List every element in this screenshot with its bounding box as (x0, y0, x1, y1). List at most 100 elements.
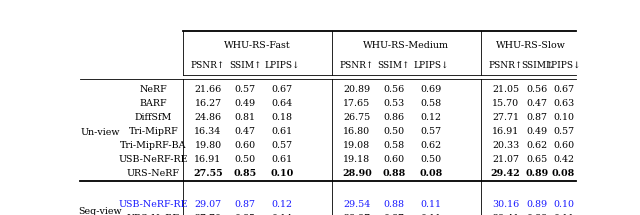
Text: 0.88: 0.88 (383, 200, 404, 209)
Text: Seq-view: Seq-view (78, 207, 122, 215)
Text: USB-NeRF-RE: USB-NeRF-RE (118, 200, 188, 209)
Text: PSNR↑: PSNR↑ (191, 61, 225, 70)
Text: PSNR↑: PSNR↑ (340, 61, 374, 70)
Text: 0.85: 0.85 (235, 214, 256, 215)
Text: 27.55: 27.55 (193, 169, 223, 178)
Text: 0.10: 0.10 (553, 113, 574, 122)
Text: 0.47: 0.47 (527, 99, 548, 108)
Text: 0.10: 0.10 (553, 200, 574, 209)
Text: 0.61: 0.61 (272, 155, 293, 164)
Text: 0.88: 0.88 (382, 169, 406, 178)
Text: WHU-RS-Fast: WHU-RS-Fast (224, 41, 291, 50)
Text: 0.50: 0.50 (235, 155, 256, 164)
Text: 0.65: 0.65 (527, 155, 548, 164)
Text: NeRF: NeRF (140, 85, 167, 94)
Text: Un-view: Un-view (80, 128, 120, 137)
Text: 21.07: 21.07 (492, 155, 519, 164)
Text: 0.58: 0.58 (383, 141, 404, 150)
Text: 0.56: 0.56 (527, 85, 548, 94)
Text: WHU-RS-Slow: WHU-RS-Slow (497, 41, 566, 50)
Text: WHU-RS-Medium: WHU-RS-Medium (364, 41, 449, 50)
Text: 0.63: 0.63 (553, 99, 574, 108)
Text: 28.90: 28.90 (342, 169, 372, 178)
Text: 0.60: 0.60 (235, 141, 256, 150)
Text: 0.87: 0.87 (383, 214, 404, 215)
Text: 26.75: 26.75 (343, 113, 371, 122)
Text: 0.67: 0.67 (272, 85, 293, 94)
Text: LPIPS↓: LPIPS↓ (264, 61, 300, 70)
Text: 0.87: 0.87 (527, 113, 548, 122)
Text: 0.85: 0.85 (234, 169, 257, 178)
Text: 30.16: 30.16 (492, 200, 519, 209)
Text: 0.61: 0.61 (272, 127, 293, 136)
Text: 0.60: 0.60 (383, 155, 404, 164)
Text: 16.91: 16.91 (492, 127, 519, 136)
Text: 0.18: 0.18 (272, 113, 293, 122)
Text: 19.18: 19.18 (343, 155, 371, 164)
Text: 16.27: 16.27 (195, 99, 221, 108)
Text: 0.87: 0.87 (235, 200, 255, 209)
Text: 0.62: 0.62 (527, 141, 548, 150)
Text: 0.08: 0.08 (420, 169, 443, 178)
Text: 27.71: 27.71 (492, 113, 519, 122)
Text: 27.70: 27.70 (195, 214, 221, 215)
Text: 0.58: 0.58 (420, 99, 442, 108)
Text: 20.33: 20.33 (492, 141, 519, 150)
Text: 0.57: 0.57 (553, 127, 574, 136)
Text: 29.54: 29.54 (343, 200, 371, 209)
Text: 0.10: 0.10 (271, 169, 294, 178)
Text: DiffSfM: DiffSfM (135, 113, 172, 122)
Text: 21.66: 21.66 (195, 85, 221, 94)
Text: 17.65: 17.65 (343, 99, 371, 108)
Text: 15.70: 15.70 (492, 99, 519, 108)
Text: 0.89: 0.89 (527, 200, 548, 209)
Text: 0.50: 0.50 (420, 155, 442, 164)
Text: 0.12: 0.12 (420, 113, 442, 122)
Text: Tri-MipRF-BA: Tri-MipRF-BA (120, 141, 187, 150)
Text: 0.89: 0.89 (525, 169, 549, 178)
Text: PSNR↑: PSNR↑ (488, 61, 523, 70)
Text: 0.42: 0.42 (553, 155, 574, 164)
Text: URS-NeRF: URS-NeRF (127, 169, 180, 178)
Text: 0.11: 0.11 (420, 200, 442, 209)
Text: 24.86: 24.86 (195, 113, 221, 122)
Text: 0.08: 0.08 (552, 169, 575, 178)
Text: 19.08: 19.08 (343, 141, 371, 150)
Text: 0.60: 0.60 (553, 141, 574, 150)
Text: USB-NeRF-RE: USB-NeRF-RE (118, 155, 188, 164)
Text: 0.56: 0.56 (383, 85, 404, 94)
Text: 20.89: 20.89 (343, 85, 371, 94)
Text: LPIPS↓: LPIPS↓ (413, 61, 449, 70)
Text: LPIPS↓: LPIPS↓ (546, 61, 581, 70)
Text: 0.49: 0.49 (235, 99, 256, 108)
Text: 0.88: 0.88 (527, 214, 548, 215)
Text: 21.05: 21.05 (492, 85, 519, 94)
Text: 0.69: 0.69 (420, 85, 442, 94)
Text: 0.57: 0.57 (420, 127, 442, 136)
Text: 0.62: 0.62 (420, 141, 442, 150)
Text: 16.34: 16.34 (195, 127, 221, 136)
Text: BARF: BARF (140, 99, 167, 108)
Text: 16.80: 16.80 (343, 127, 371, 136)
Text: 29.07: 29.07 (195, 200, 221, 209)
Text: 0.86: 0.86 (383, 113, 404, 122)
Text: 0.50: 0.50 (383, 127, 404, 136)
Text: 0.57: 0.57 (272, 141, 293, 150)
Text: Tri-MipRF: Tri-MipRF (129, 127, 179, 136)
Text: SSIM↑: SSIM↑ (521, 61, 554, 70)
Text: 29.41: 29.41 (492, 214, 519, 215)
Text: 0.49: 0.49 (527, 127, 548, 136)
Text: SSIM↑: SSIM↑ (378, 61, 410, 70)
Text: 0.67: 0.67 (553, 85, 574, 94)
Text: 0.11: 0.11 (420, 214, 442, 215)
Text: 0.81: 0.81 (235, 113, 255, 122)
Text: SSIM↑: SSIM↑ (229, 61, 261, 70)
Text: 0.11: 0.11 (553, 214, 574, 215)
Text: 0.47: 0.47 (235, 127, 255, 136)
Text: URS-NeRF: URS-NeRF (127, 214, 180, 215)
Text: 16.91: 16.91 (195, 155, 221, 164)
Text: 29.42: 29.42 (491, 169, 520, 178)
Text: 0.64: 0.64 (272, 99, 293, 108)
Text: 0.12: 0.12 (272, 200, 293, 209)
Text: 0.53: 0.53 (383, 99, 404, 108)
